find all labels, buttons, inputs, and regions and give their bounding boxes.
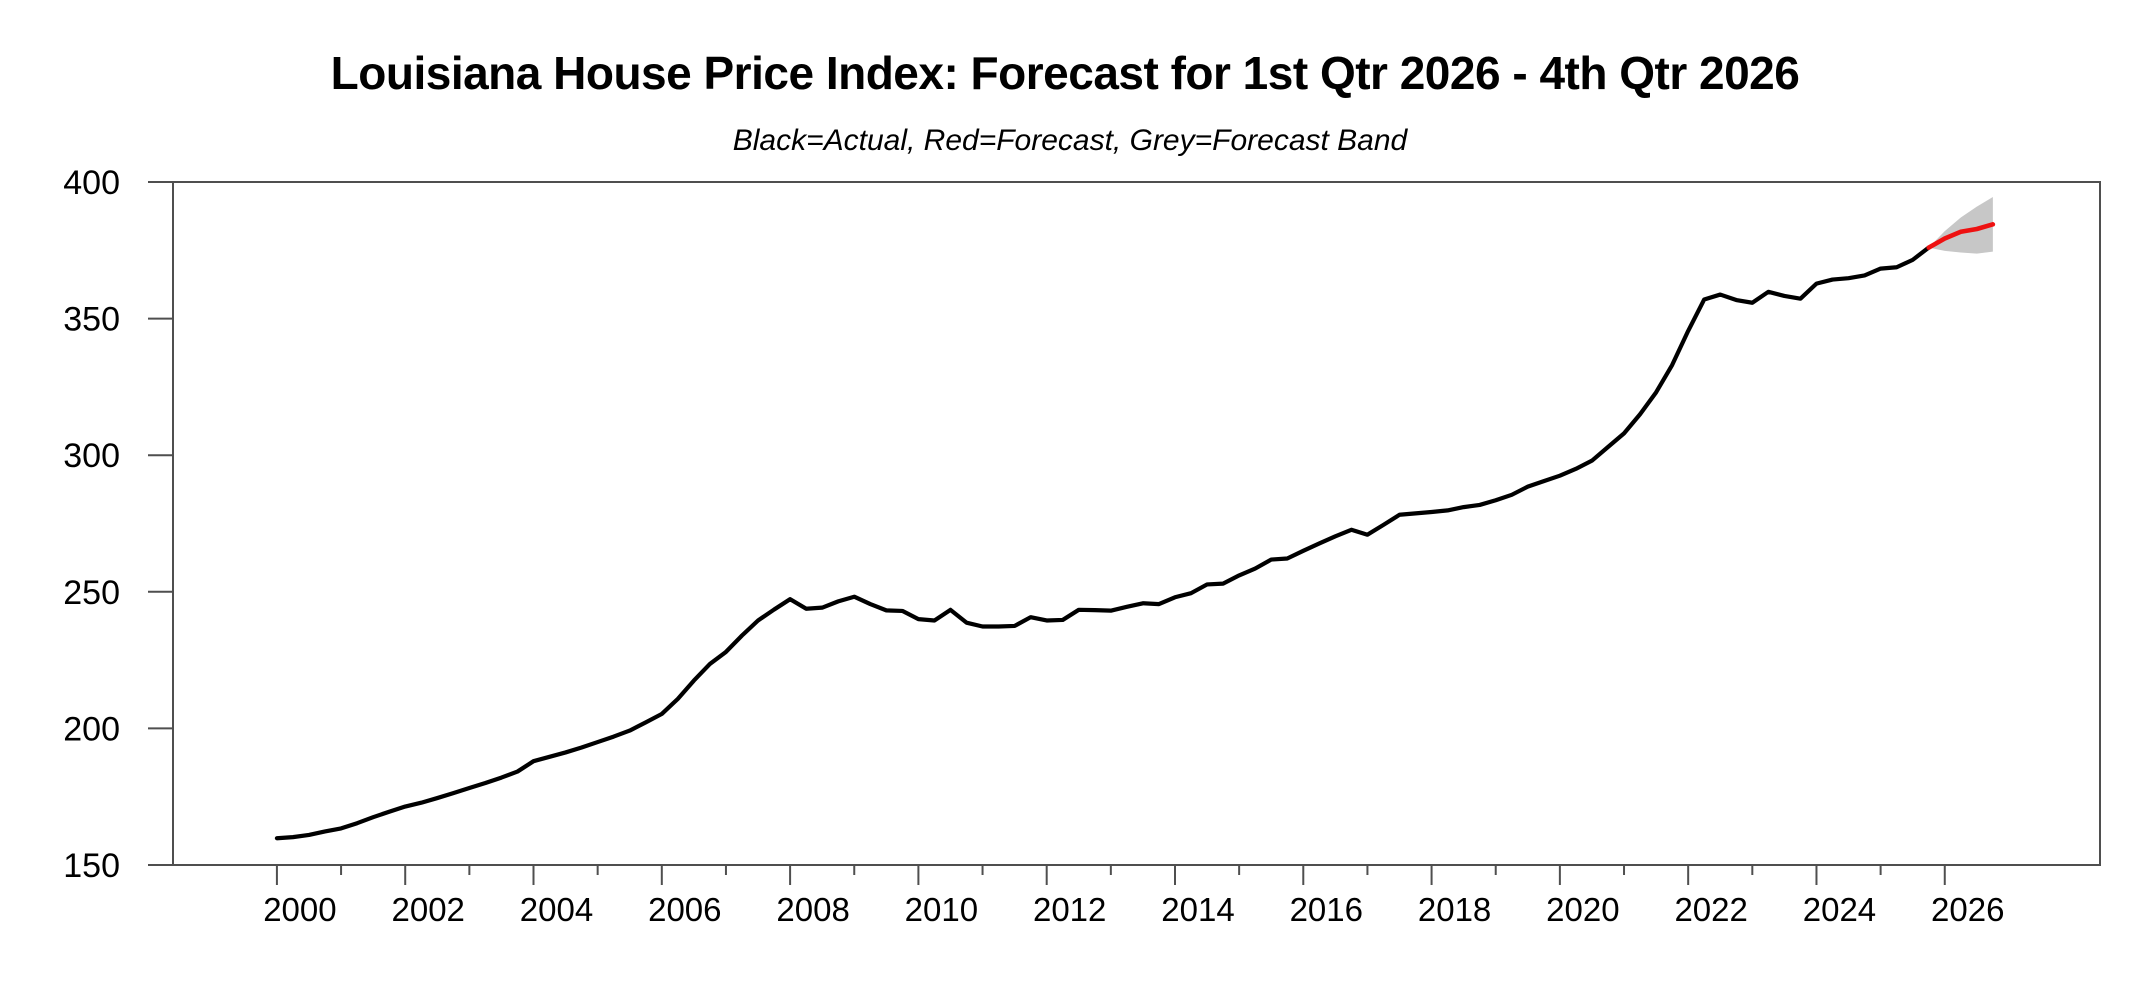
x-axis-label: 2012 [1033, 891, 1106, 928]
chart-title: Louisiana House Price Index: Forecast fo… [330, 47, 1800, 99]
y-axis-label: 200 [63, 710, 120, 748]
x-axis-label: 2004 [520, 891, 593, 928]
x-axis-label: 2018 [1418, 891, 1491, 928]
y-axis-label: 350 [63, 301, 120, 339]
x-axis-label: 2002 [392, 891, 465, 928]
x-axis-label: 2000 [263, 891, 336, 928]
x-axis-label: 2026 [1931, 891, 2004, 928]
x-axis-label: 2016 [1290, 891, 1363, 928]
x-axis-label: 2010 [905, 891, 978, 928]
x-axis-label: 2006 [648, 891, 721, 928]
x-axis-label: 2022 [1674, 891, 1747, 928]
x-axis-label: 2020 [1546, 891, 1619, 928]
x-axis-label: 2008 [776, 891, 849, 928]
chart-subtitle: Black=Actual, Red=Forecast, Grey=Forecas… [732, 124, 1408, 157]
x-axis-label: 2024 [1803, 891, 1876, 928]
y-axis-label: 150 [63, 847, 120, 885]
forecast-series-line [1926, 222, 1996, 250]
y-axis-label: 300 [63, 437, 120, 475]
actual-series-line [274, 245, 1931, 841]
plot-border [172, 181, 2101, 866]
x-axis-label: 2014 [1161, 891, 1234, 928]
y-axis-label: 400 [63, 164, 120, 202]
y-axis-label: 250 [63, 574, 120, 612]
